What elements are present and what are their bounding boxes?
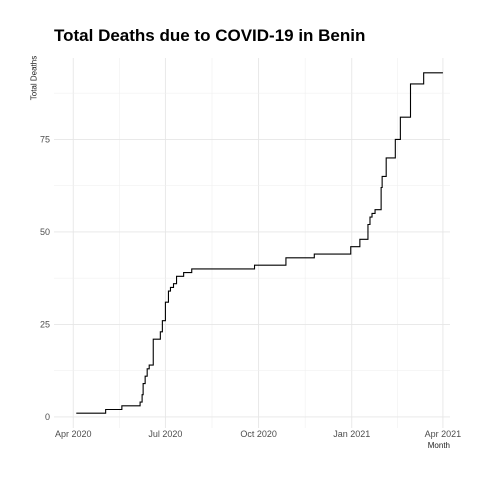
tick-labels: Apr 2020 Jul 2020 Oct 2020 Jan 2021 Apr 2021…	[40, 134, 461, 439]
x-tick-label: Apr 2020	[55, 429, 92, 439]
grid-lines	[54, 58, 450, 428]
chart-title: Total Deaths due to COVID-19 in Benin	[54, 26, 366, 45]
x-tick-label: Oct 2020	[240, 429, 277, 439]
y-tick-label: 0	[45, 412, 50, 422]
total-deaths-line	[76, 72, 443, 414]
y-tick-label: 75	[40, 134, 50, 144]
x-tick-label: Apr 2021	[425, 429, 462, 439]
series-lines	[76, 72, 443, 414]
x-axis-label: Month	[427, 441, 450, 450]
y-tick-label: 25	[40, 319, 50, 329]
y-tick-label: 50	[40, 227, 50, 237]
x-tick-label: Jan 2021	[333, 429, 370, 439]
x-tick-label: Jul 2020	[148, 429, 182, 439]
